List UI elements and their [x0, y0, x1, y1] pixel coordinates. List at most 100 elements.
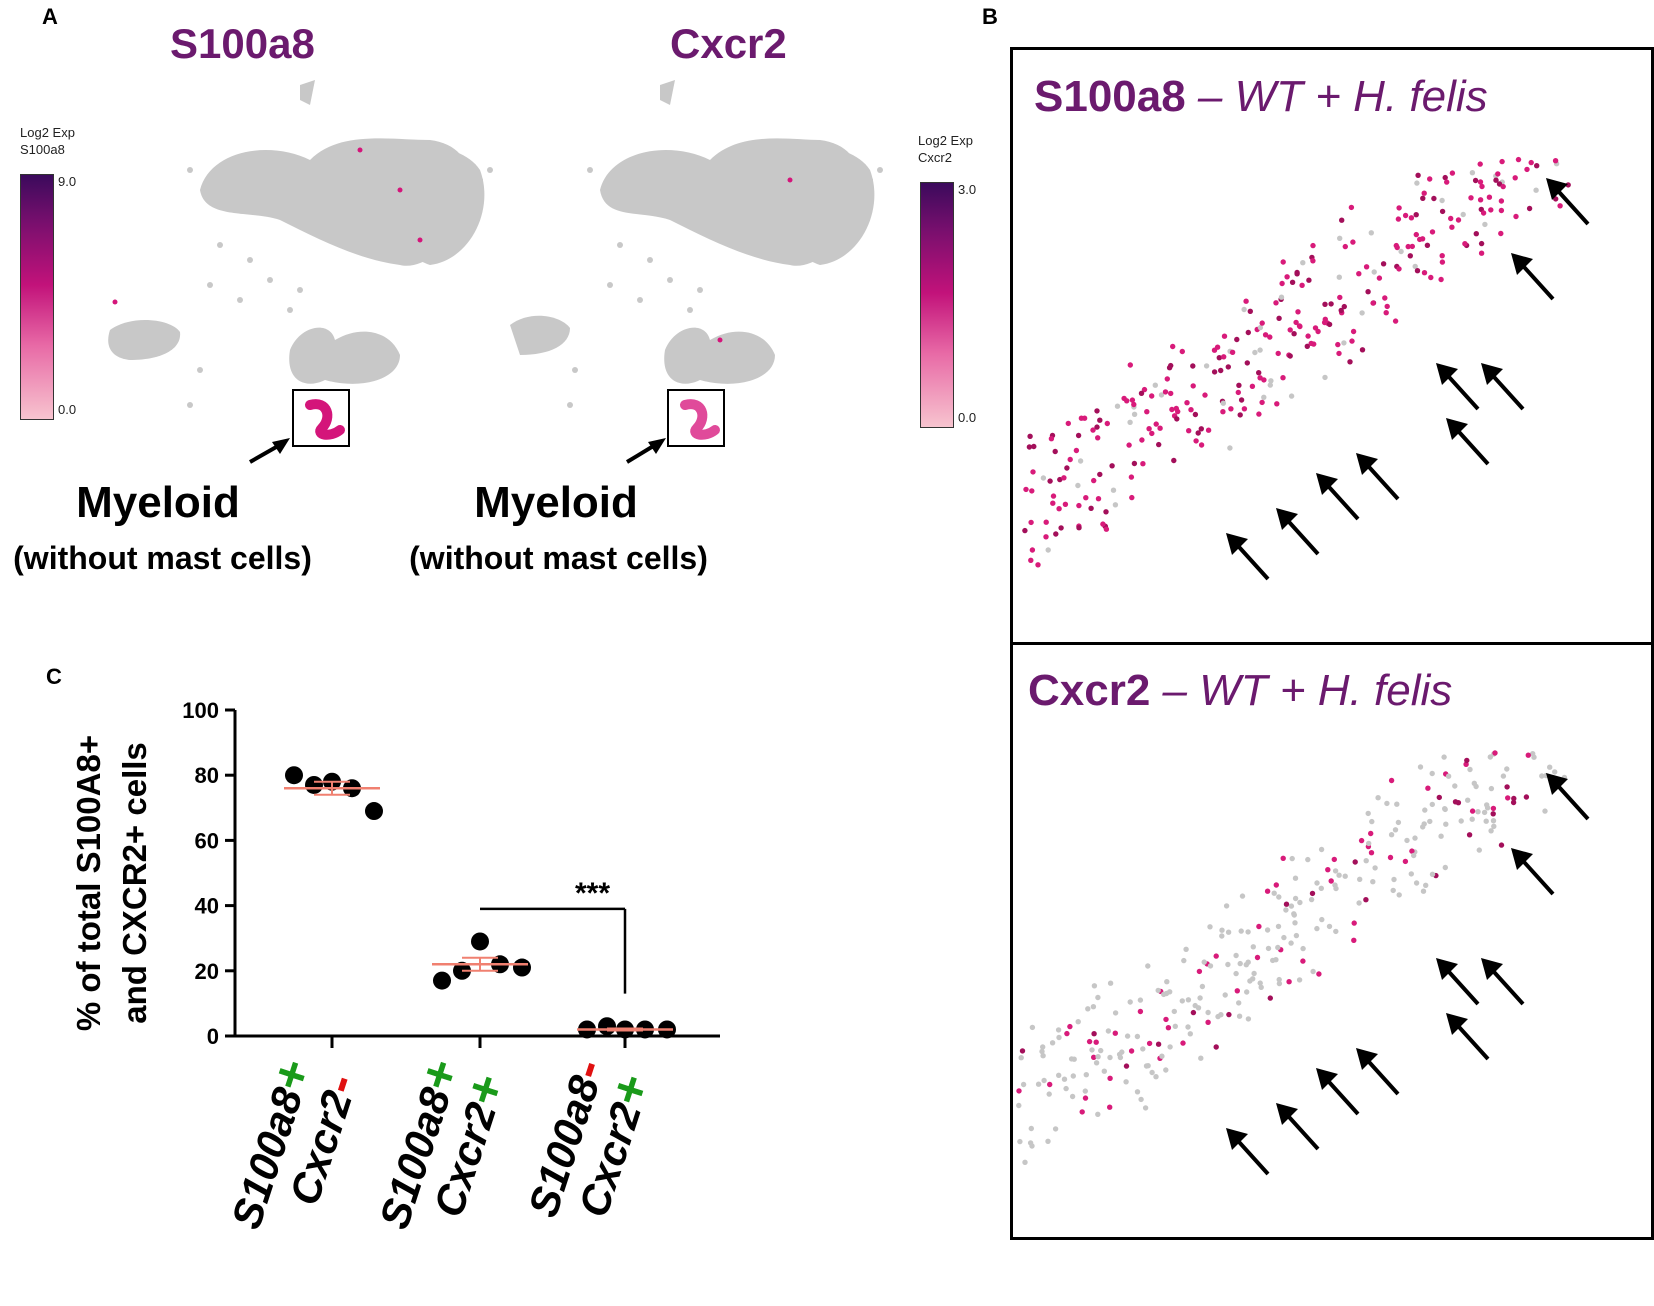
myeloid-cluster-s100a8: [305, 399, 345, 440]
cell-dot: [1056, 1034, 1062, 1041]
cell-dot: [1491, 823, 1497, 829]
cell-dot: [1172, 1023, 1178, 1029]
cell-dot: [1276, 315, 1282, 321]
cell-dot: [1445, 773, 1452, 779]
cell-dot: [1478, 240, 1485, 247]
cell-dot: [1144, 409, 1150, 415]
cell-dot: [1405, 243, 1411, 250]
cell-dot: [1243, 298, 1249, 304]
cell-dot: [1428, 274, 1434, 281]
cell-dot: [1241, 306, 1247, 313]
cell-dot: [1455, 217, 1462, 223]
cell-dot: [1483, 818, 1489, 824]
cell-dot: [1525, 752, 1531, 758]
cell-dot: [1103, 526, 1110, 532]
cell-dot: [1146, 426, 1152, 432]
arrowhead: [1226, 533, 1248, 555]
umap-plot-cxcr2: [510, 80, 883, 464]
cell-dot: [1195, 1005, 1202, 1011]
cell-dot: [1126, 442, 1132, 448]
cell-dot: [1376, 275, 1383, 281]
cell-dot: [1131, 460, 1138, 467]
arrowhead: [1446, 418, 1468, 440]
cell-dot: [1218, 367, 1224, 374]
cell-dot: [1528, 159, 1534, 166]
cell-dot: [1462, 241, 1468, 247]
arrowhead: [1511, 253, 1533, 275]
cell-dot: [1164, 979, 1170, 985]
cell-dot: [1076, 502, 1082, 509]
cell-dot: [1028, 1125, 1034, 1132]
cell-dot: [1510, 799, 1517, 806]
cell-dot: [1071, 1056, 1077, 1062]
umap-title-s100a8: S100a8: [170, 20, 315, 67]
data-point: [305, 775, 323, 794]
cell-dot: [1205, 1019, 1211, 1025]
colorbar-max: 9.0: [58, 174, 77, 189]
cell-dot: [1408, 215, 1415, 221]
y-tick-label: 20: [195, 959, 219, 984]
legend-title-line2: S100a8: [20, 142, 65, 157]
cell-dot: [1107, 1075, 1113, 1081]
cell-dot: [1170, 343, 1176, 350]
cell-dot: [1310, 242, 1316, 249]
arrowhead: [1446, 1013, 1468, 1035]
cell-dot: [1408, 871, 1414, 877]
cell-dot: [1237, 960, 1243, 967]
cell-dot: [1490, 805, 1497, 812]
cell-dot: [1223, 903, 1230, 909]
cell-dot: [1264, 888, 1271, 894]
cell-dot: [1203, 363, 1210, 369]
cell-dot: [1023, 486, 1029, 493]
cell-dots: [1016, 750, 1568, 1165]
cell-dot: [1468, 195, 1474, 201]
image-title-cxcr2: Cxcr2 – WT + H. felis: [1028, 666, 1452, 716]
cell-dot: [1035, 562, 1041, 568]
cell-dot: [1281, 934, 1287, 941]
cell-dot: [1469, 816, 1475, 822]
legend-title-line1: Log2 Exp: [918, 133, 973, 148]
cell-dot: [1100, 521, 1106, 527]
cell-dot: [1442, 174, 1448, 181]
cell-dot: [1412, 263, 1418, 270]
cell-dot: [1219, 933, 1225, 939]
cell-dot: [1411, 852, 1417, 859]
cell-dot: [1183, 946, 1189, 952]
cell-dot: [1226, 1011, 1232, 1018]
cell-dot: [1069, 1093, 1076, 1100]
cell-dot: [1280, 855, 1286, 861]
cell-dot: [1515, 156, 1522, 163]
cell-dot: [1417, 764, 1424, 770]
cell-dot: [1499, 158, 1505, 165]
cell-dot: [1137, 1008, 1144, 1015]
cell-dot: [1352, 859, 1358, 865]
cell-dot: [1422, 807, 1428, 813]
cell-dot: [1179, 998, 1185, 1004]
cell-dot: [1276, 980, 1283, 987]
cell-dot: [1190, 363, 1196, 369]
cell-dot: [1129, 397, 1136, 403]
cell-dot: [1016, 1102, 1022, 1109]
cell-dot: [1149, 430, 1155, 437]
cell-dot: [1326, 321, 1333, 328]
cell-dot: [1460, 211, 1466, 218]
cell-dot: [1112, 1030, 1118, 1036]
cell-dot: [1414, 180, 1420, 186]
cell-dot: [1095, 435, 1101, 441]
cell-dot: [1368, 850, 1375, 856]
cell-dot: [1328, 301, 1334, 307]
cell-dot: [1276, 894, 1282, 900]
cell-dot: [1168, 362, 1174, 369]
cell-dot: [1114, 403, 1121, 409]
cell-dot: [1089, 1047, 1095, 1053]
cell-dot: [1309, 890, 1316, 897]
cell-dot: [1257, 980, 1263, 986]
cell-dot: [1155, 987, 1161, 994]
cell-dot: [1498, 207, 1505, 214]
umap-pink-points: [112, 147, 423, 305]
cell-dot: [1245, 329, 1251, 336]
myeloid-arrowhead: [648, 438, 666, 454]
cell-dot: [1477, 161, 1483, 167]
cell-dot: [1484, 805, 1491, 811]
y-axis-label: % of total S100A8+ and CXCR2+ cells: [70, 735, 153, 1031]
